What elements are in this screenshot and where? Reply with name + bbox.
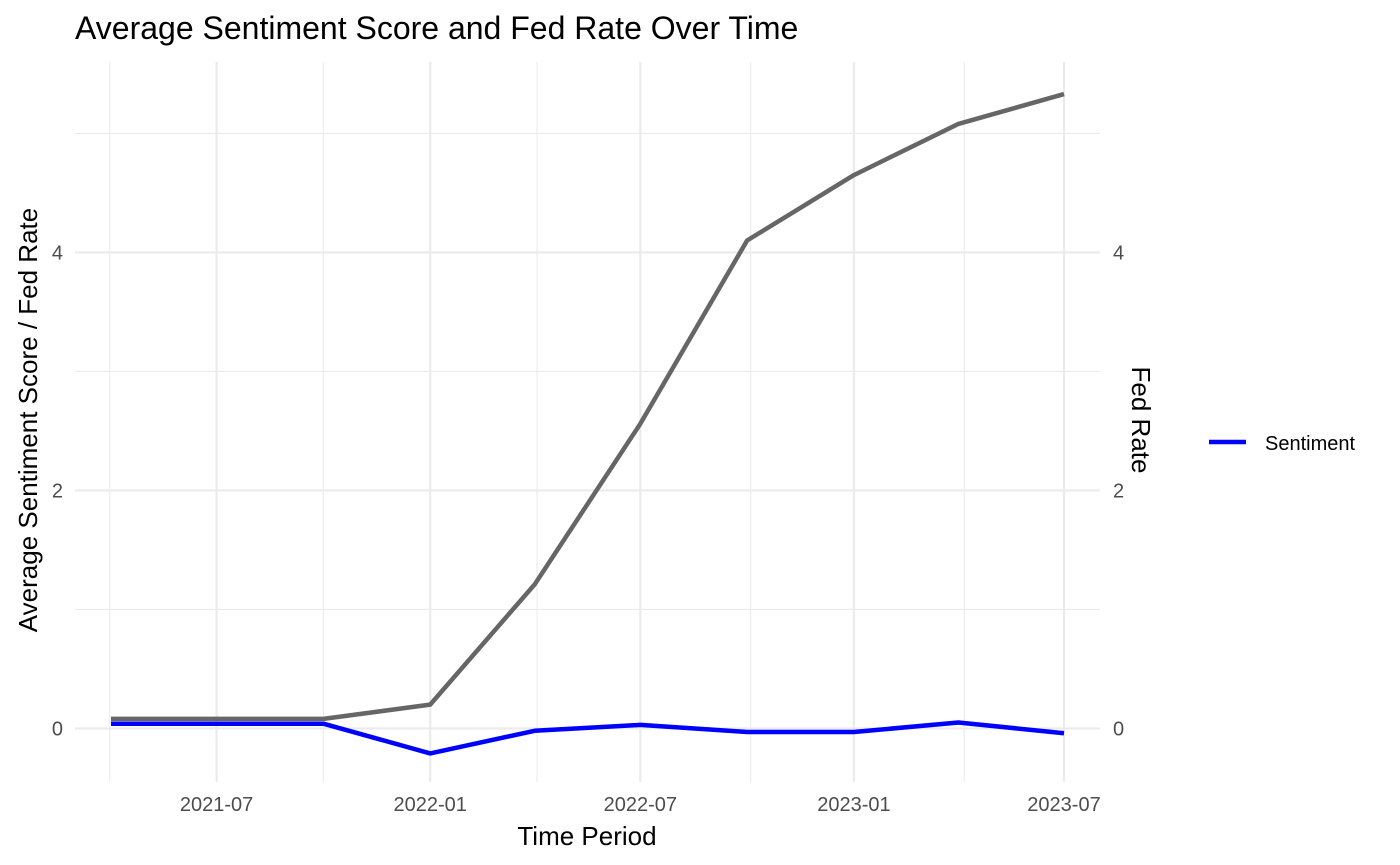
legend-label-sentiment: Sentiment (1265, 433, 1355, 455)
x-axis-title: Time Period (517, 821, 656, 851)
x-tick-label: 2023-01 (817, 794, 890, 816)
grid (75, 62, 1100, 782)
x-tick-label: 2021-07 (180, 794, 253, 816)
x-tick-label: 2022-01 (394, 794, 467, 816)
y-tick-label: 2 (52, 480, 63, 502)
y-tick-label: 4 (52, 242, 63, 264)
plot-area (111, 91, 1065, 756)
y2-axis-title: Fed Rate (1126, 367, 1156, 474)
legend: Sentiment (1209, 433, 1355, 455)
y-axis-right: 0 2 4 (1113, 242, 1124, 740)
x-tick-label: 2022-07 (604, 794, 677, 816)
chart-title: Average Sentiment Score and Fed Rate Ove… (75, 10, 798, 46)
series-line-sentiment (111, 720, 1065, 756)
y2-tick-label: 2 (1113, 480, 1124, 502)
y-axis-left: 0 2 4 (52, 242, 63, 740)
x-axis: 2021-07 2022-01 2022-07 2023-01 2023-07 (180, 794, 1101, 816)
y-axis-title: Average Sentiment Score / Fed Rate (13, 208, 43, 632)
y-tick-label: 0 (52, 718, 63, 740)
y2-tick-label: 4 (1113, 242, 1124, 264)
y2-tick-label: 0 (1113, 718, 1124, 740)
series-line-fed-rate (111, 91, 1065, 722)
x-tick-label: 2023-07 (1027, 794, 1100, 816)
